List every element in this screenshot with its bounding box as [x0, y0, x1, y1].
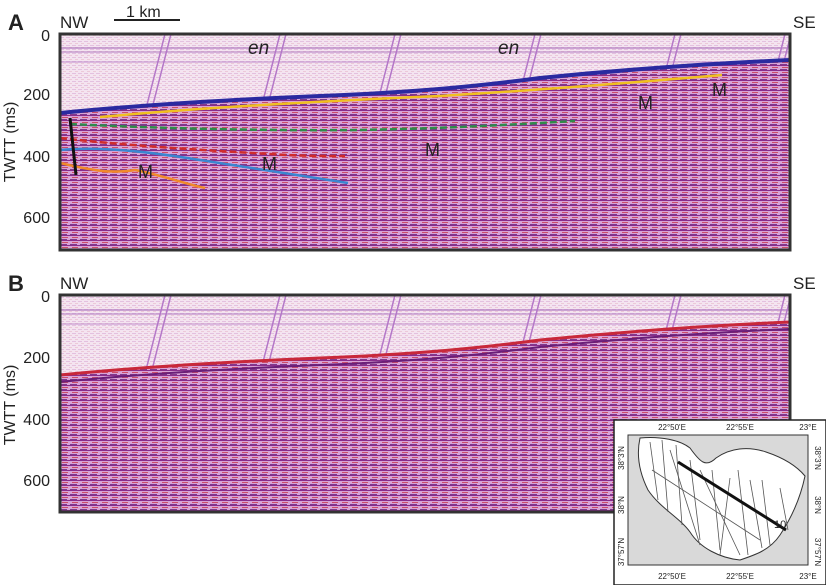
inset-map-left-lat: 38°3'N — [617, 446, 626, 470]
m-labels: M M M M M — [138, 80, 727, 182]
panel-a-ytick: 200 — [23, 87, 50, 104]
scale-bar-label: 1 km — [126, 4, 161, 21]
panel-a-ytick: 0 — [41, 28, 50, 45]
horizon-green — [69, 119, 576, 132]
panel-b-ytick: 400 — [23, 412, 50, 429]
panel-b-ytick: 200 — [23, 350, 50, 367]
panel-a-y-axis-label: TWTT (ms) — [2, 102, 19, 183]
inset-map-top-longitudes: 22°50'E 22°55'E 23°E — [658, 423, 817, 432]
panel-b-frame — [58, 293, 792, 514]
inset-map-survey-lines — [649, 439, 789, 556]
panel-b-subbottom-reflector — [60, 328, 790, 383]
m-label-5: M — [712, 80, 727, 100]
panel-b-ytick: 0 — [41, 289, 50, 306]
inset-map-left-lat: 37°57'N — [617, 538, 626, 567]
inset-map-right-lat: 37°57'N — [813, 538, 822, 567]
fault-line — [68, 117, 78, 176]
panel-b-y-ticks: 0 200 400 600 — [23, 289, 50, 490]
panel-b-right-direction: SE — [793, 274, 816, 293]
horizon-blue — [60, 147, 349, 185]
inset-map-water-body — [637, 437, 806, 561]
panel-a-right-direction: SE — [793, 13, 816, 32]
panel-a-ytick: 400 — [23, 149, 50, 166]
panel-b-left-direction: NW — [60, 274, 88, 293]
m-label-1: M — [138, 162, 153, 182]
inset-map-top-lon: 22°55'E — [726, 423, 754, 432]
horizon-orange — [60, 161, 206, 190]
panel-a-left-direction: NW — [60, 13, 88, 32]
m-label-2: M — [262, 154, 277, 174]
inset-map-right-latitudes: 38°3'N 38°N 37°57'N — [813, 446, 822, 566]
panel-a: A NW SE 1 km — [2, 4, 816, 252]
panel-a-ytick: 600 — [23, 210, 50, 227]
panel-b-y-axis-label: TWTT (ms) — [2, 365, 19, 446]
inset-map: 10 22°50'E 22°55'E 23°E 22°50'E 22°55'E … — [613, 419, 826, 585]
inset-map-bottom-longitudes: 22°50'E 22°55'E 23°E — [658, 572, 817, 581]
panel-a-seismic — [60, 34, 790, 250]
en-label-1: en — [248, 38, 269, 59]
panel-b-seafloor — [60, 320, 790, 377]
inset-map-left-latitudes: 38°3'N 38°N 37°57'N — [617, 446, 626, 566]
panel-a-y-ticks: 0 200 400 600 — [23, 28, 50, 227]
m-label-4: M — [638, 93, 653, 113]
en-label-2: en — [498, 38, 519, 59]
horizon-yellow — [99, 73, 723, 119]
horizon-red — [60, 136, 346, 158]
inset-map-left-lat: 38°N — [617, 496, 626, 514]
panel-a-frame — [58, 32, 792, 252]
inset-map-top-lon: 23°E — [799, 423, 816, 432]
m-label-3: M — [425, 140, 440, 160]
panel-a-letter: A — [8, 10, 24, 35]
inset-map-bottom-lon: 22°50'E — [658, 572, 686, 581]
inset-map-bottom-lon: 22°55'E — [726, 572, 754, 581]
panel-a-sediment-body — [60, 60, 790, 250]
inset-map-right-lat: 38°3'N — [813, 446, 822, 470]
inset-map-line-10 — [677, 460, 787, 532]
panel-b-letter: B — [8, 271, 24, 296]
inset-map-top-lon: 22°50'E — [658, 423, 686, 432]
inset-map-right-lat: 38°N — [813, 496, 822, 514]
panel-b-ytick: 600 — [23, 473, 50, 490]
inset-map-line-label: 10 — [774, 519, 786, 531]
inset-map-bottom-lon: 23°E — [799, 572, 816, 581]
panel-a-seafloor — [60, 58, 790, 115]
